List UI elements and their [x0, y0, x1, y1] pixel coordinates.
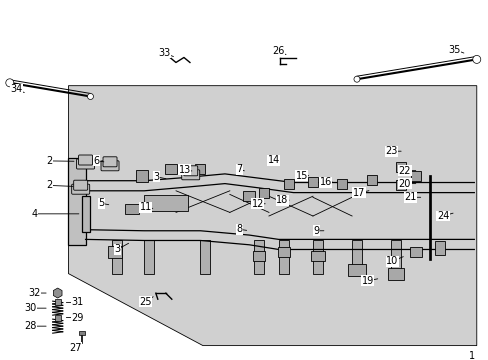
Bar: [410, 171, 420, 181]
FancyBboxPatch shape: [77, 159, 94, 169]
FancyBboxPatch shape: [183, 166, 197, 176]
Text: 10: 10: [385, 256, 398, 266]
Bar: [55, 315, 61, 320]
Bar: [259, 188, 268, 198]
Bar: [283, 179, 293, 189]
Text: 22: 22: [398, 166, 410, 176]
Text: 3: 3: [114, 244, 120, 255]
Text: 32: 32: [28, 288, 41, 298]
Bar: [243, 191, 255, 201]
Bar: [108, 246, 122, 258]
Bar: [347, 264, 365, 276]
Text: 21: 21: [404, 192, 416, 202]
Bar: [200, 240, 210, 274]
Polygon shape: [68, 86, 476, 346]
Text: 2: 2: [46, 156, 52, 166]
Text: 11: 11: [139, 202, 152, 212]
Text: 16: 16: [319, 177, 331, 187]
Text: 23: 23: [384, 146, 397, 156]
Text: 25: 25: [139, 297, 152, 307]
Bar: [254, 240, 264, 274]
Text: 35: 35: [447, 45, 460, 55]
Text: 1: 1: [468, 351, 474, 360]
Bar: [310, 251, 324, 261]
Text: 29: 29: [71, 312, 83, 323]
Text: 5: 5: [99, 198, 104, 208]
Bar: [387, 267, 403, 280]
Bar: [165, 164, 177, 174]
FancyBboxPatch shape: [103, 157, 117, 167]
Text: 33: 33: [158, 48, 170, 58]
Text: 13: 13: [178, 165, 191, 175]
Bar: [253, 251, 264, 261]
Circle shape: [472, 55, 480, 63]
Bar: [155, 197, 167, 207]
Text: 12: 12: [251, 199, 264, 209]
Bar: [395, 180, 405, 190]
Text: 18: 18: [275, 195, 288, 205]
Text: 4: 4: [31, 209, 37, 219]
Text: 14: 14: [267, 155, 280, 165]
Text: 19: 19: [361, 276, 373, 286]
Text: 9: 9: [313, 226, 319, 236]
Bar: [144, 195, 188, 211]
Text: 8: 8: [236, 224, 242, 234]
Bar: [434, 242, 444, 255]
Text: 15: 15: [295, 171, 307, 181]
Text: 24: 24: [436, 211, 448, 221]
Circle shape: [87, 94, 93, 99]
Bar: [390, 240, 400, 274]
Bar: [277, 247, 289, 257]
Bar: [307, 177, 317, 187]
Bar: [55, 300, 61, 305]
FancyBboxPatch shape: [101, 161, 119, 171]
Bar: [125, 204, 139, 214]
Bar: [195, 164, 205, 174]
Bar: [395, 162, 405, 172]
Bar: [81, 196, 89, 232]
Text: 34: 34: [10, 84, 22, 94]
Text: 20: 20: [398, 179, 410, 189]
Circle shape: [353, 76, 359, 82]
Text: 3: 3: [153, 172, 159, 182]
Text: 28: 28: [24, 321, 37, 331]
Circle shape: [6, 79, 14, 87]
FancyBboxPatch shape: [182, 170, 199, 180]
Bar: [112, 240, 122, 274]
Polygon shape: [53, 288, 62, 298]
FancyBboxPatch shape: [72, 184, 89, 194]
Text: 17: 17: [352, 188, 365, 198]
Bar: [312, 240, 322, 274]
FancyBboxPatch shape: [74, 180, 87, 190]
Bar: [68, 158, 86, 245]
Text: 30: 30: [24, 303, 37, 313]
Bar: [337, 179, 346, 189]
Text: 7: 7: [236, 164, 242, 174]
Bar: [136, 170, 147, 183]
Bar: [79, 332, 85, 336]
Bar: [144, 240, 154, 274]
Text: 2: 2: [46, 180, 52, 190]
FancyBboxPatch shape: [79, 155, 92, 165]
Text: 27: 27: [69, 343, 81, 353]
Text: 31: 31: [71, 297, 83, 307]
Bar: [351, 240, 361, 274]
Text: 6: 6: [94, 156, 100, 166]
Bar: [278, 240, 288, 274]
Bar: [366, 175, 376, 185]
Text: 26: 26: [272, 46, 285, 56]
Bar: [409, 247, 421, 257]
